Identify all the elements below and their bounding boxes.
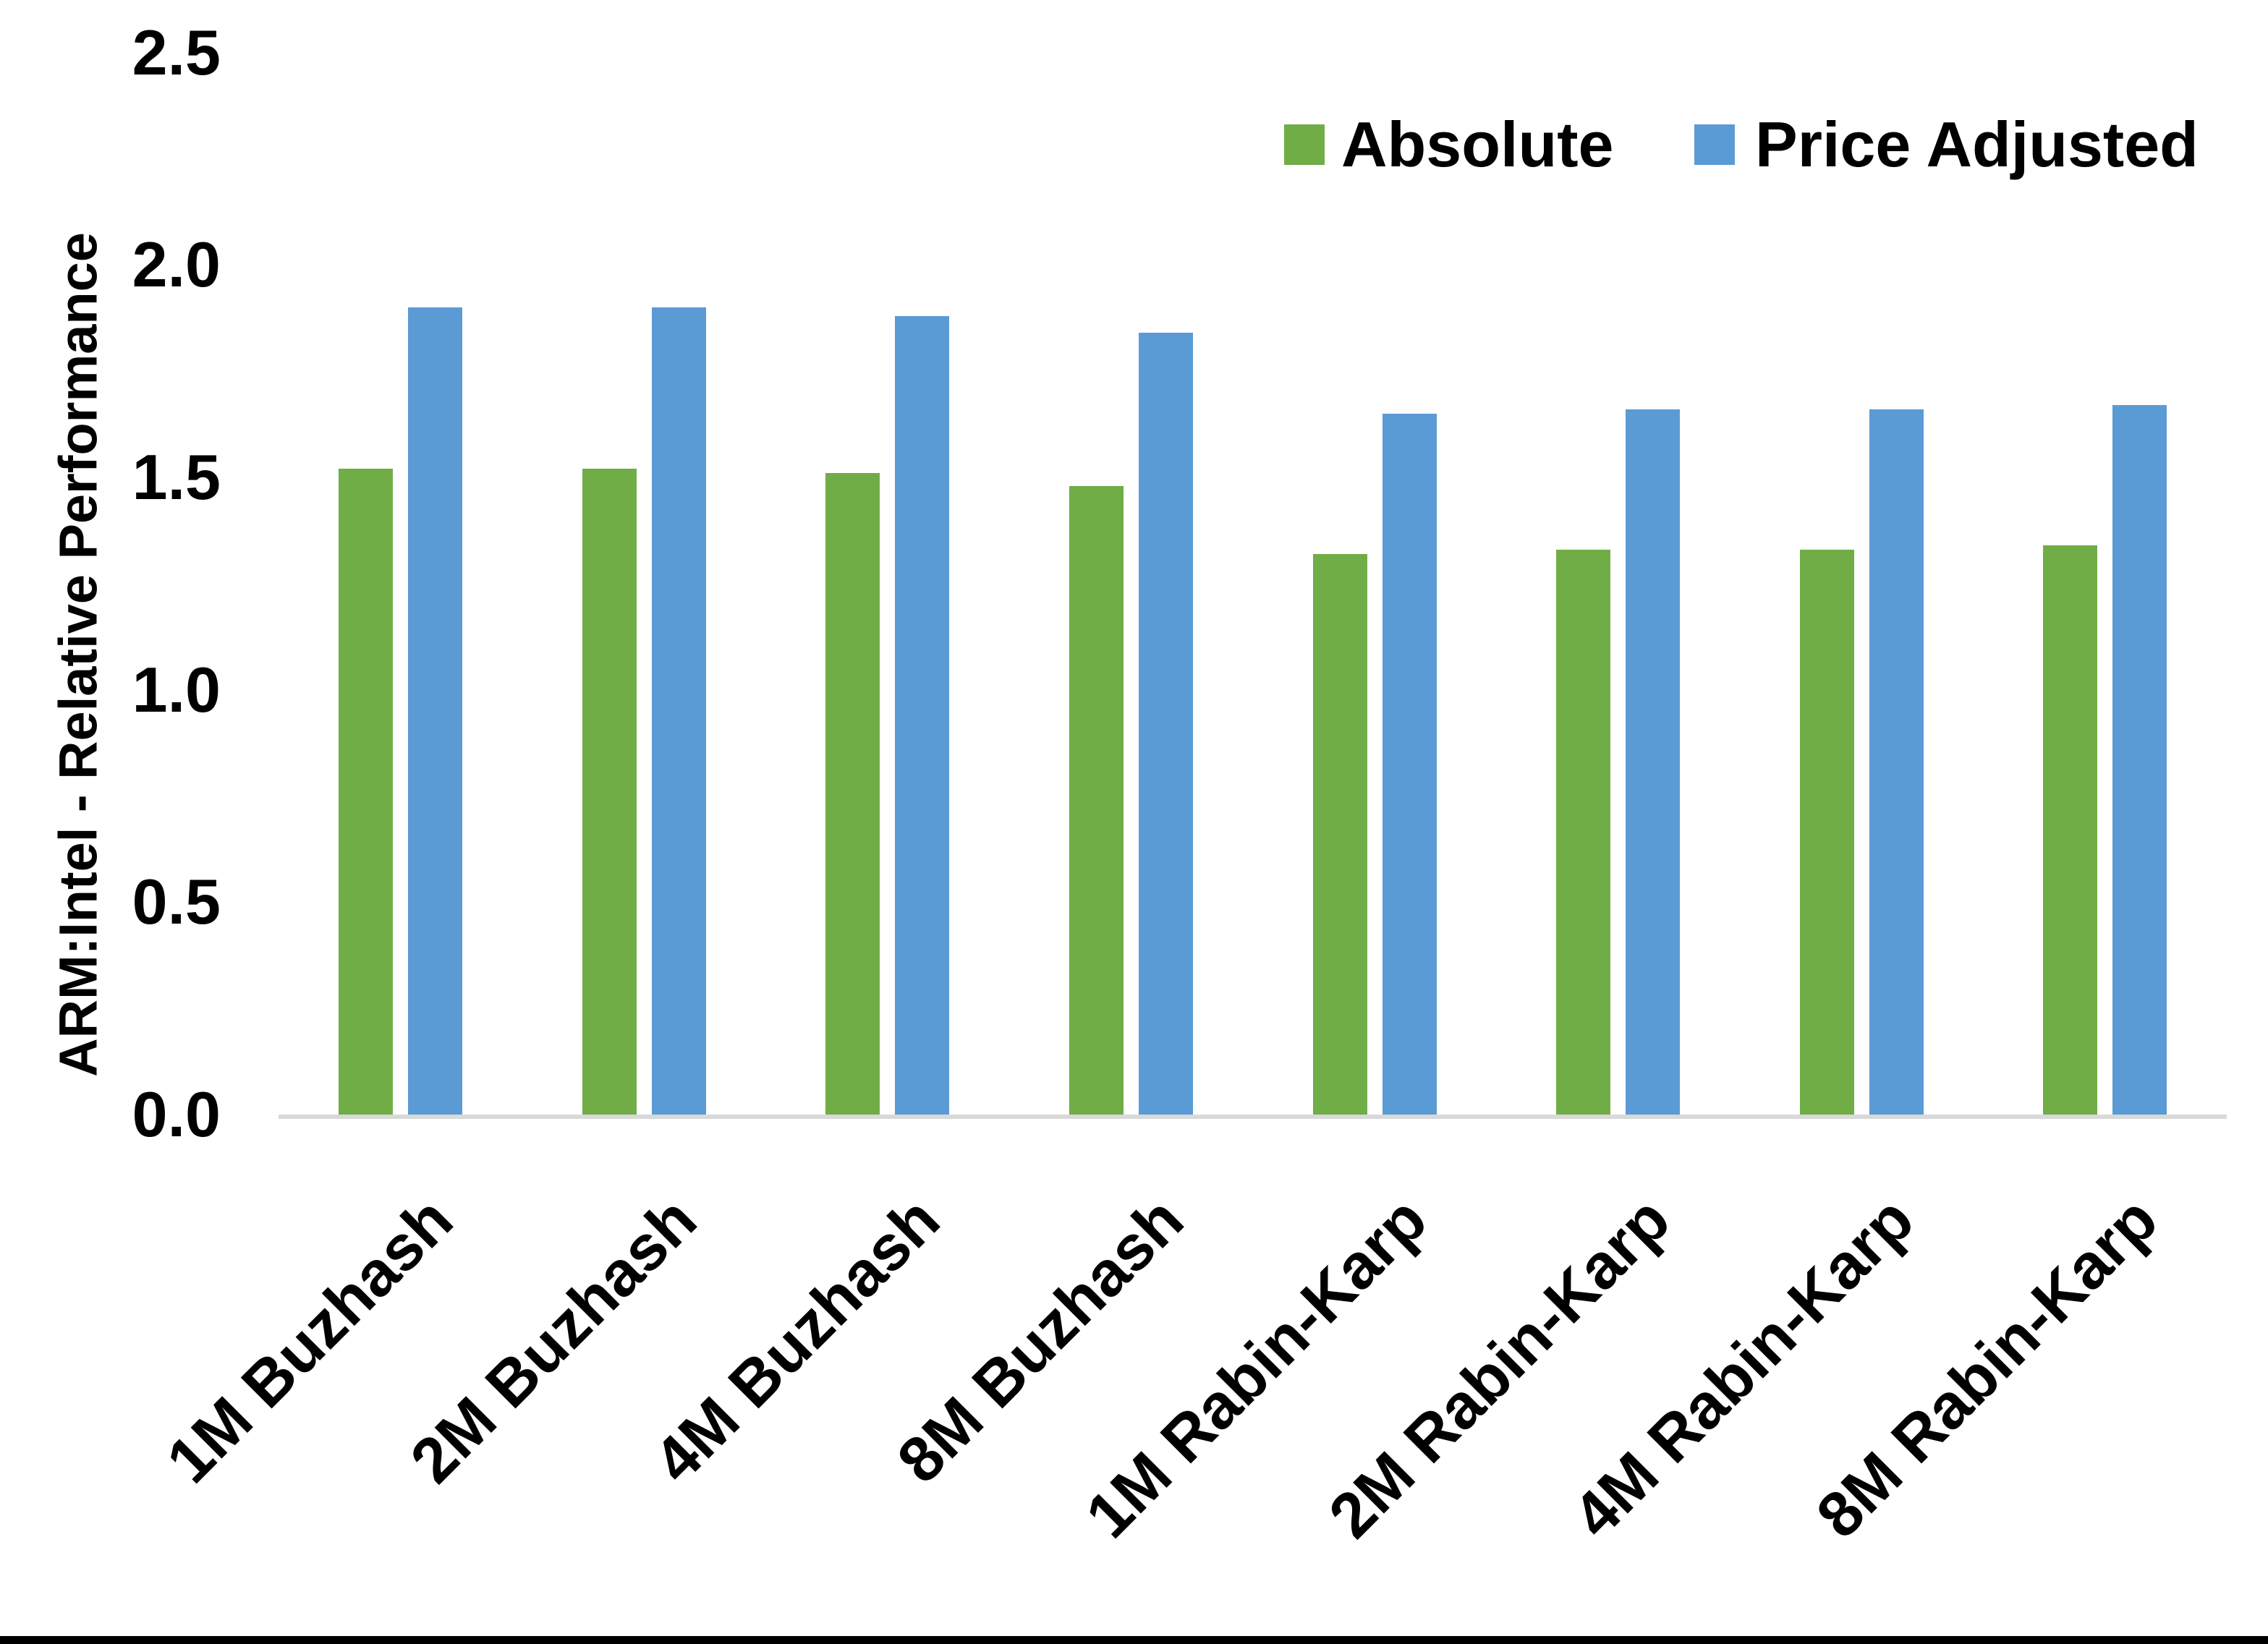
bar-absolute-4m-rabin-karp (1799, 549, 1854, 1115)
bar-absolute-1m-rabin-karp (1312, 553, 1367, 1115)
legend-swatch-price-adjusted (1694, 124, 1735, 165)
bar-absolute-1m-buzhash (339, 469, 393, 1115)
legend-label-price-adjusted: Price Adjusted (1755, 108, 2199, 180)
y-tick-label-0.5: 0.5 (132, 866, 221, 938)
bar-price-adjusted-1m-rabin-karp (1382, 413, 1437, 1115)
legend-label-absolute: Absolute (1341, 108, 1614, 180)
bottom-border-bar (0, 1636, 2268, 1644)
bar-absolute-4m-buzhash (825, 473, 880, 1115)
y-tick-label-1.0: 1.0 (132, 653, 221, 725)
bar-absolute-8m-rabin-karp (2043, 545, 2098, 1115)
bar-absolute-8m-buzhash (1069, 485, 1124, 1115)
bar-price-adjusted-4m-buzhash (895, 315, 950, 1115)
y-tick-label-2.0: 2.0 (132, 229, 221, 301)
bar-price-adjusted-1m-buzhash (408, 307, 462, 1115)
x-axis-line (279, 1115, 2227, 1119)
bar-price-adjusted-8m-rabin-karp (2112, 405, 2167, 1115)
y-tick-label-0.0: 0.0 (132, 1078, 221, 1150)
y-tick-label-1.5: 1.5 (132, 441, 221, 514)
bar-price-adjusted-8m-buzhash (1138, 333, 1193, 1115)
y-tick-label-2.5: 2.5 (132, 16, 221, 88)
bar-absolute-2m-buzhash (582, 469, 637, 1115)
bar-absolute-2m-rabin-karp (1556, 549, 1611, 1115)
bar-price-adjusted-2m-rabin-karp (1626, 409, 1681, 1115)
bar-price-adjusted-2m-buzhash (651, 307, 706, 1115)
legend-swatch-absolute (1284, 124, 1325, 165)
bar-price-adjusted-4m-rabin-karp (1869, 409, 1924, 1115)
y-axis-title: ARM:Intel - Relative Performance (48, 232, 109, 1077)
